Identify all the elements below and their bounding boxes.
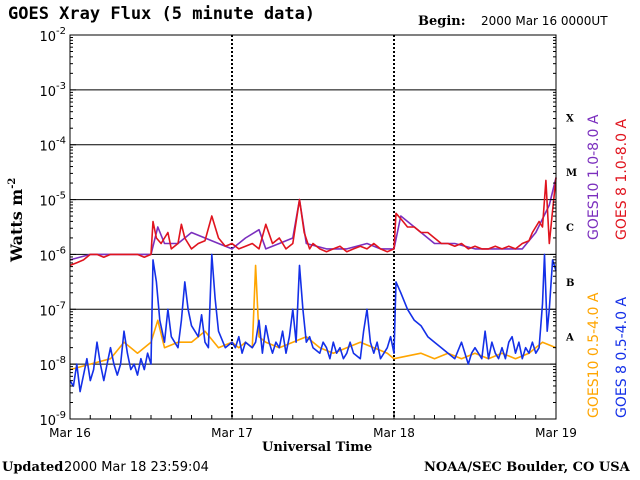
legend: GOES10 1.0-8.0 A GOES 8 1.0-8.0 A GOES10 0… [586,114,630,418]
y-tick-label: 10-4 [39,136,66,155]
flare-class-labels: X M C B A [565,113,577,343]
y-tick-label: 10-5 [39,191,66,210]
x-axis-label: Universal Time [262,440,373,455]
y-axis-label: Watts m-2 [7,178,26,263]
y-tick-label: 10-9 [39,410,66,429]
x-tick-label: Mar 17 [211,426,253,440]
flare-class-label: A [565,333,574,344]
y-tick-label: 10-2 [39,26,66,45]
page-title: GOES Xray Flux (5 minute data) [8,4,316,24]
y-tick-label: 10-7 [39,300,66,319]
legend-entry: GOES10 1.0-8.0 A [586,114,602,240]
legend-entry: GOES10 0.5-4.0 A [586,292,602,418]
x-tick-label: Mar 16 [49,426,91,440]
x-tick-label: Mar 18 [373,426,415,440]
y-tick-label: 10-3 [39,81,66,100]
begin-label: Begin: [418,14,466,29]
legend-entry: GOES 8 0.5-4.0 A [614,297,630,418]
y-axis-label-text: Watts m [7,189,26,263]
series-line [69,177,557,261]
series-line [69,264,557,371]
updated-timestamp: 2000 Mar 18 23:59:04 [64,460,209,475]
x-axis-ticks: Mar 16 Mar 17 Mar 18 Mar 19 [49,411,577,440]
y-axis-ticks: 10-2 10-3 10-4 10-5 10-6 10-7 10-8 10-9 [39,26,556,429]
grid-layer [70,35,556,419]
begin-value: 2000 Mar 16 0000UT [481,14,608,28]
y-tick-label: 10-6 [39,245,66,264]
series-layer [69,177,557,393]
updated-label: Updated [2,460,64,475]
y-axis-label-exponent: -2 [7,178,18,189]
y-tick-label: 10-8 [39,355,66,374]
flare-class-label: C [566,223,574,234]
series-line [69,253,557,393]
plot-frame [69,34,557,420]
x-tick-label: Mar 19 [535,426,577,440]
flare-class-label: M [566,168,577,179]
credit-text: NOAA/SEC Boulder, CO USA [424,460,630,475]
flare-class-label: B [566,278,574,289]
flare-class-label: X [566,113,574,124]
series-line [69,177,557,267]
legend-entry: GOES 8 1.0-8.0 A [614,119,630,240]
